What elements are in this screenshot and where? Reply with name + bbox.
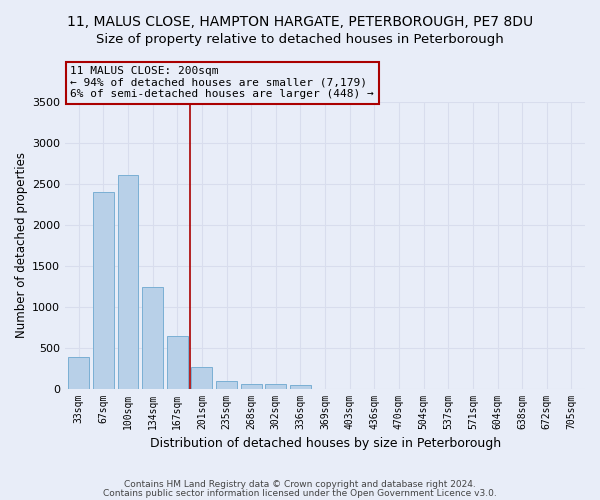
Bar — [93, 192, 114, 388]
Text: Contains HM Land Registry data © Crown copyright and database right 2024.: Contains HM Land Registry data © Crown c… — [124, 480, 476, 489]
Text: 11, MALUS CLOSE, HAMPTON HARGATE, PETERBOROUGH, PE7 8DU: 11, MALUS CLOSE, HAMPTON HARGATE, PETERB… — [67, 15, 533, 29]
Bar — [191, 368, 212, 388]
Bar — [167, 336, 188, 388]
Y-axis label: Number of detached properties: Number of detached properties — [15, 152, 28, 338]
Bar — [142, 287, 163, 388]
Text: Size of property relative to detached houses in Peterborough: Size of property relative to detached ho… — [96, 32, 504, 46]
Bar — [265, 384, 286, 388]
Bar — [241, 384, 262, 388]
Text: 11 MALUS CLOSE: 200sqm
← 94% of detached houses are smaller (7,179)
6% of semi-d: 11 MALUS CLOSE: 200sqm ← 94% of detached… — [70, 66, 374, 99]
Bar — [216, 381, 237, 388]
X-axis label: Distribution of detached houses by size in Peterborough: Distribution of detached houses by size … — [149, 437, 500, 450]
Bar — [290, 385, 311, 388]
Bar — [68, 356, 89, 388]
Text: Contains public sector information licensed under the Open Government Licence v3: Contains public sector information licen… — [103, 489, 497, 498]
Bar — [118, 175, 139, 388]
